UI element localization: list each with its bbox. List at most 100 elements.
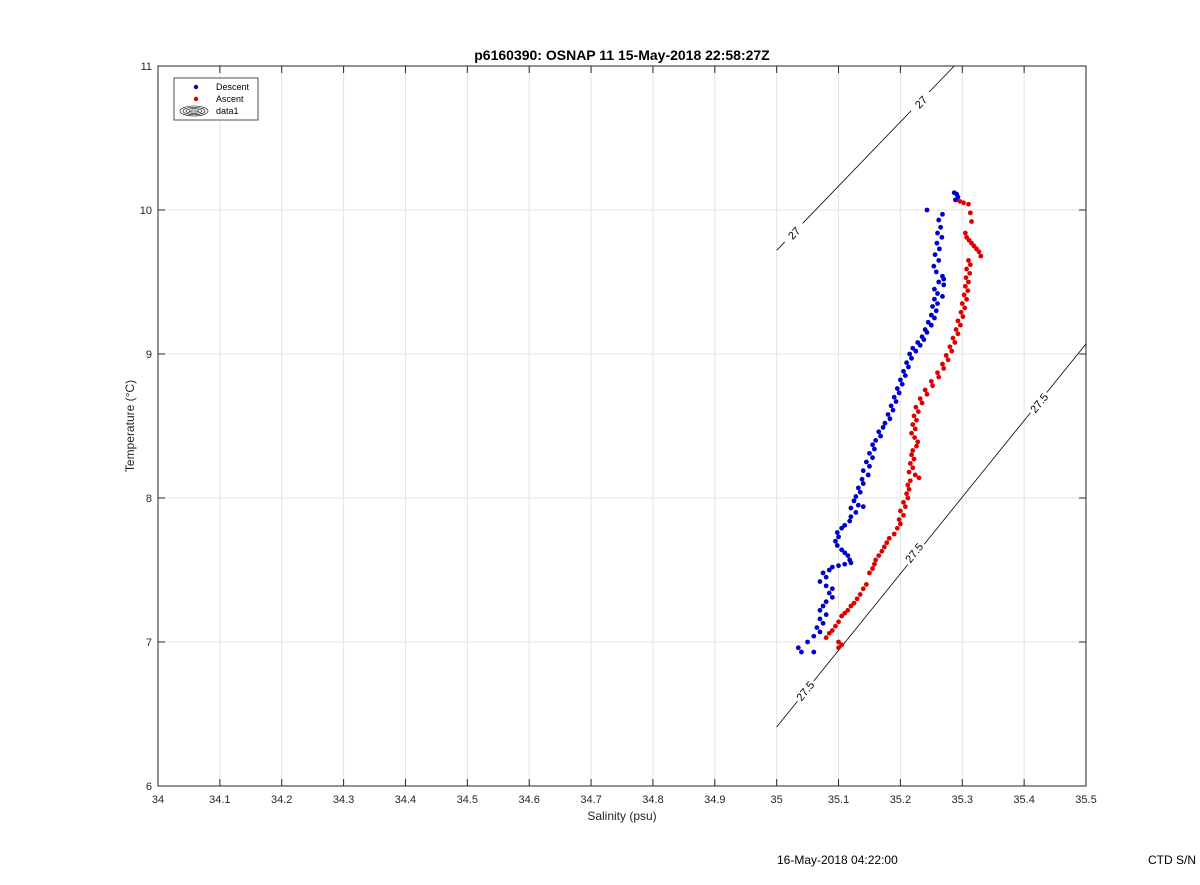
x-tick-label: 35.4 xyxy=(1013,794,1034,806)
legend-contour-ring xyxy=(179,105,209,117)
data-point xyxy=(969,219,974,224)
data-point xyxy=(823,583,829,589)
data-point xyxy=(932,296,937,302)
data-point xyxy=(957,198,963,204)
data-point xyxy=(907,461,913,466)
data-point xyxy=(823,599,829,605)
data-point xyxy=(820,570,826,576)
data-point xyxy=(817,607,823,613)
data-point xyxy=(896,517,902,522)
data-point xyxy=(914,417,919,423)
data-point xyxy=(912,435,918,440)
data-point xyxy=(904,360,909,366)
footer-timestamp: 16-May-2018 04:22:00 xyxy=(777,853,898,867)
data-point xyxy=(952,340,958,345)
data-point xyxy=(805,639,810,645)
x-tick-label: 34 xyxy=(152,794,164,806)
data-point xyxy=(930,304,935,309)
data-point xyxy=(829,564,835,570)
data-point xyxy=(826,630,832,636)
data-point xyxy=(885,412,891,417)
data-point xyxy=(976,249,982,255)
data-point xyxy=(906,469,912,475)
data-point xyxy=(887,416,893,422)
data-point xyxy=(845,607,851,613)
data-point xyxy=(935,230,940,236)
data-point xyxy=(909,452,914,458)
data-point xyxy=(901,499,906,505)
data-point xyxy=(829,594,835,600)
data-point xyxy=(978,253,984,259)
data-point xyxy=(945,357,951,363)
grid xyxy=(157,65,1087,787)
x-tick-label: 34.2 xyxy=(271,794,292,806)
data-point xyxy=(817,616,823,622)
data-point xyxy=(902,373,908,378)
data-point xyxy=(876,553,882,558)
data-point xyxy=(888,403,894,409)
y-axis-label: Temperature (°C) xyxy=(123,380,137,472)
data-point xyxy=(910,448,916,453)
data-point xyxy=(820,603,826,609)
data-point xyxy=(953,197,958,203)
data-point xyxy=(906,486,912,492)
data-point xyxy=(928,378,934,384)
legend-box xyxy=(173,77,259,121)
y-tick-label: 9 xyxy=(146,349,152,361)
data-point xyxy=(914,443,919,449)
data-point xyxy=(909,430,914,436)
data-point xyxy=(898,377,903,383)
x-tick-label: 35.2 xyxy=(890,794,911,806)
data-point xyxy=(966,279,971,285)
data-point xyxy=(915,409,921,414)
data-point xyxy=(898,521,903,527)
x-tick-label: 35.1 xyxy=(828,794,849,806)
x-axis-ticks: 34 34.1 34.2 34.3 34.4 34.5 34.6 34.7 34.8 34.9 35… xyxy=(152,66,1097,806)
data-point xyxy=(936,279,942,285)
legend-label: Ascent xyxy=(216,94,244,104)
data-point xyxy=(928,312,934,318)
contour-label-bg xyxy=(779,218,809,248)
data-point xyxy=(817,579,823,584)
data-point xyxy=(848,514,854,520)
data-point xyxy=(859,476,865,482)
data-point xyxy=(924,207,930,213)
data-point xyxy=(940,361,945,367)
data-point xyxy=(882,420,888,426)
data-point xyxy=(941,276,947,282)
y-tick-label: 11 xyxy=(141,61,152,73)
data-point xyxy=(912,472,918,478)
data-point xyxy=(906,364,911,370)
data-point xyxy=(839,547,845,553)
data-point xyxy=(924,330,930,335)
data-point xyxy=(857,592,863,597)
data-point xyxy=(891,531,897,537)
data-point xyxy=(842,561,848,567)
legend-contour-icon xyxy=(179,105,209,117)
data-point xyxy=(823,635,829,641)
data-point xyxy=(967,262,973,268)
data-point xyxy=(870,455,875,461)
data-point xyxy=(904,491,909,497)
data-point xyxy=(916,475,922,481)
data-point xyxy=(921,337,927,342)
legend-marker xyxy=(193,84,199,90)
data-point xyxy=(940,294,945,299)
data-point xyxy=(909,355,914,361)
data-point xyxy=(928,322,934,328)
data-point xyxy=(932,315,937,321)
data-point xyxy=(893,399,899,404)
data-point xyxy=(823,612,829,618)
y-tick-label: 7 xyxy=(146,637,152,649)
y-tick-label: 10 xyxy=(140,205,152,217)
x-tick-label: 35.5 xyxy=(1075,794,1096,806)
data-point xyxy=(876,429,882,435)
data-point xyxy=(872,446,877,452)
data-point xyxy=(860,586,866,592)
data-point xyxy=(867,463,872,469)
data-point xyxy=(811,649,817,655)
data-point xyxy=(833,623,838,629)
data-point xyxy=(899,381,905,387)
data-point xyxy=(962,230,968,236)
data-point xyxy=(836,563,841,569)
